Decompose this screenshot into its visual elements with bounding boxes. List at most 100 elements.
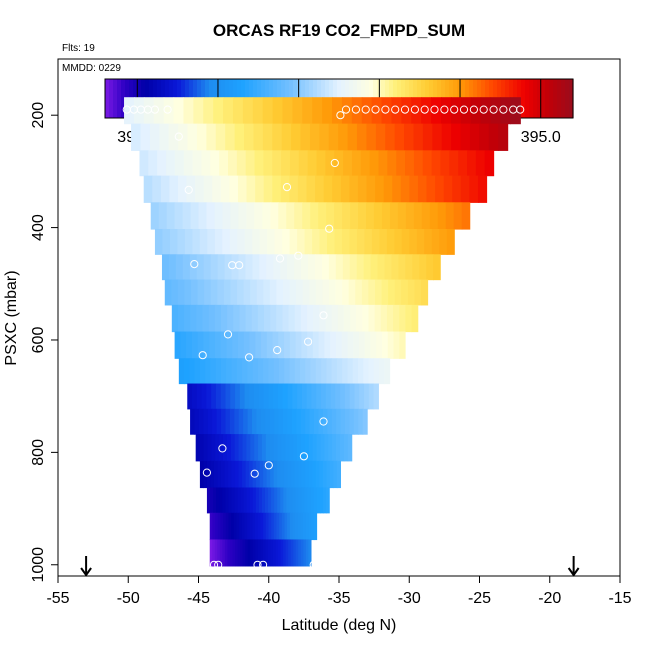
sample-point bbox=[202, 468, 211, 477]
sample-point bbox=[450, 105, 459, 114]
field-cell bbox=[311, 512, 315, 541]
field-cell bbox=[250, 279, 258, 306]
field-cell bbox=[246, 434, 251, 462]
field-cell bbox=[206, 202, 216, 230]
field-cell bbox=[298, 539, 302, 567]
sample-point bbox=[479, 105, 488, 114]
x-tick-label: -30 bbox=[398, 590, 421, 607]
x-tick-label: -15 bbox=[608, 590, 631, 607]
field-cell bbox=[265, 539, 269, 567]
field-cell bbox=[294, 304, 302, 333]
field-cell bbox=[373, 202, 383, 230]
field-cell bbox=[342, 279, 350, 306]
field-cell bbox=[437, 202, 447, 230]
field-cell bbox=[233, 512, 238, 541]
field-cell bbox=[192, 383, 198, 410]
field-cell bbox=[480, 97, 492, 125]
field-cell bbox=[308, 512, 312, 541]
field-cell bbox=[341, 97, 353, 125]
field-cell bbox=[308, 539, 312, 567]
field-cell bbox=[323, 175, 333, 203]
field-cell bbox=[500, 97, 511, 125]
field-cell bbox=[255, 331, 262, 359]
field-cell bbox=[358, 202, 367, 230]
field-cell bbox=[239, 383, 246, 410]
field-cell bbox=[295, 331, 302, 359]
field-cell bbox=[242, 358, 248, 385]
field-cell bbox=[312, 460, 317, 489]
field-cell bbox=[396, 150, 406, 177]
field-cell bbox=[295, 487, 300, 514]
sample-point bbox=[294, 251, 303, 260]
field-cell bbox=[169, 175, 179, 203]
field-cell bbox=[254, 202, 263, 230]
field-cell bbox=[337, 304, 345, 333]
field-cell bbox=[236, 358, 243, 385]
colorbar-cell bbox=[529, 79, 534, 118]
field-cell bbox=[206, 487, 211, 514]
field-cell bbox=[231, 487, 236, 514]
colorbar-cell bbox=[121, 79, 126, 118]
field-cell bbox=[310, 487, 315, 514]
field-cell bbox=[309, 123, 320, 151]
field-cell bbox=[368, 304, 376, 333]
field-cell bbox=[315, 358, 322, 385]
field-cell bbox=[389, 202, 399, 230]
field-cell bbox=[383, 175, 393, 203]
field-cell bbox=[323, 487, 327, 514]
field-cell bbox=[302, 97, 313, 125]
arrow-right-icon bbox=[567, 556, 580, 577]
field-cell bbox=[269, 434, 275, 462]
field-cell bbox=[312, 228, 321, 255]
field-cell bbox=[349, 408, 355, 435]
field-cell bbox=[453, 202, 463, 230]
field-cell bbox=[426, 254, 434, 281]
field-cell bbox=[407, 279, 415, 306]
y-tick-label: 800 bbox=[30, 439, 47, 466]
field-cell bbox=[183, 97, 194, 125]
field-cell bbox=[347, 358, 354, 385]
field-cell bbox=[237, 487, 242, 514]
field-cell bbox=[361, 279, 369, 306]
field-cell bbox=[386, 304, 394, 333]
field-cell bbox=[160, 175, 171, 203]
sample-point bbox=[275, 254, 285, 263]
field-cell bbox=[177, 279, 186, 306]
field-cell bbox=[228, 487, 232, 514]
field-cell bbox=[319, 228, 328, 255]
field-cell bbox=[227, 304, 234, 333]
field-cell bbox=[271, 487, 275, 514]
field-cell bbox=[368, 279, 376, 306]
y-tick-label: 1000 bbox=[30, 547, 47, 583]
field-cell bbox=[214, 304, 222, 333]
field-cell bbox=[292, 512, 296, 541]
field-cell bbox=[277, 460, 282, 489]
field-cell bbox=[196, 304, 204, 333]
field-cell bbox=[286, 202, 295, 230]
field-cell bbox=[498, 123, 509, 151]
field-cell bbox=[240, 487, 245, 514]
field-cell bbox=[253, 123, 264, 151]
field-cell bbox=[266, 460, 271, 489]
field-cell bbox=[220, 304, 228, 333]
field-cell bbox=[281, 150, 291, 177]
field-cell bbox=[175, 254, 184, 281]
field-cell bbox=[316, 487, 321, 514]
field-cell bbox=[235, 460, 240, 489]
field-cell bbox=[387, 331, 395, 359]
field-cell bbox=[272, 331, 279, 359]
field-cell bbox=[374, 279, 383, 306]
field-cell bbox=[203, 434, 208, 462]
field-cell bbox=[451, 123, 462, 151]
field-cell bbox=[131, 123, 142, 151]
field-cell bbox=[191, 331, 199, 359]
field-cell bbox=[441, 97, 452, 125]
field-cell bbox=[290, 539, 294, 567]
field-cell bbox=[249, 487, 254, 514]
colorbar-cell bbox=[113, 79, 118, 118]
field-cell bbox=[212, 175, 222, 203]
field-cell bbox=[180, 331, 187, 359]
field-cell bbox=[193, 97, 204, 125]
field-cell bbox=[258, 434, 263, 462]
field-cell bbox=[223, 279, 232, 306]
